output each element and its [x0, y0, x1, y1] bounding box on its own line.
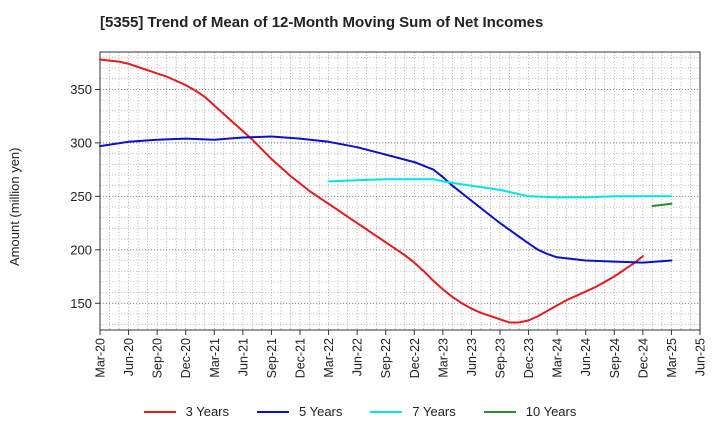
x-tick-label: Mar-22 [322, 338, 336, 378]
x-tick-label: Jun-22 [351, 338, 365, 376]
series-line-7-years [327, 178, 673, 199]
x-tick-label: Dec-20 [179, 338, 193, 378]
x-tick-label: Mar-24 [551, 338, 565, 378]
legend-label: 10 Years [525, 404, 577, 419]
x-tick-label: Mar-23 [436, 338, 450, 378]
plot-area-frame [99, 51, 701, 331]
legend-swatch [370, 410, 403, 413]
x-tick-label: Sep-22 [379, 338, 393, 378]
y-tick-label: 350 [70, 82, 92, 97]
x-tick-label: Sep-24 [608, 338, 622, 378]
x-tick-label: Jun-21 [236, 338, 250, 376]
y-tick-label: 250 [70, 189, 92, 204]
legend-swatch [257, 410, 289, 413]
x-tick-label: Dec-23 [522, 338, 536, 378]
x-tick-label: Jun-24 [579, 338, 593, 376]
series-line-3-years [99, 58, 644, 324]
legend-item: 3 Years [143, 404, 229, 419]
x-tick-label: Dec-24 [636, 338, 650, 378]
x-tick-label: Jun-25 [694, 338, 708, 376]
x-tick-label: Sep-20 [151, 338, 165, 378]
x-tick-label: Mar-20 [94, 338, 108, 378]
x-tick-label: Sep-23 [494, 338, 508, 378]
y-tick-label: 150 [70, 296, 92, 311]
x-tick-label: Jun-23 [465, 338, 479, 376]
chart-title: [5355] Trend of Mean of 12-Month Moving … [100, 14, 544, 31]
legend: 3 Years 5 Years 7 Years 10 Years [0, 404, 720, 419]
legend-item: 5 Years [257, 404, 342, 419]
y-tick-label: 300 [70, 135, 92, 150]
x-tick-label: Jun-20 [122, 338, 136, 376]
legend-label: 5 Years [299, 404, 343, 419]
legend-swatch [483, 410, 516, 413]
legend-label: 3 Years [185, 404, 229, 419]
legend-swatch [143, 410, 176, 413]
y-tick-label: 200 [70, 242, 92, 257]
x-tick-label: Mar-25 [665, 338, 679, 378]
x-tick-label: Sep-21 [265, 338, 279, 378]
legend-item: 7 Years [370, 404, 456, 419]
legend-item: 10 Years [483, 404, 577, 419]
legend-label: 7 Years [412, 404, 456, 419]
series-line-5-years [99, 135, 673, 264]
x-tick-label: Dec-22 [408, 338, 422, 378]
x-tick-label: Mar-21 [208, 338, 222, 378]
x-tick-label: Dec-21 [294, 338, 308, 378]
series-line-10-years [651, 202, 673, 207]
